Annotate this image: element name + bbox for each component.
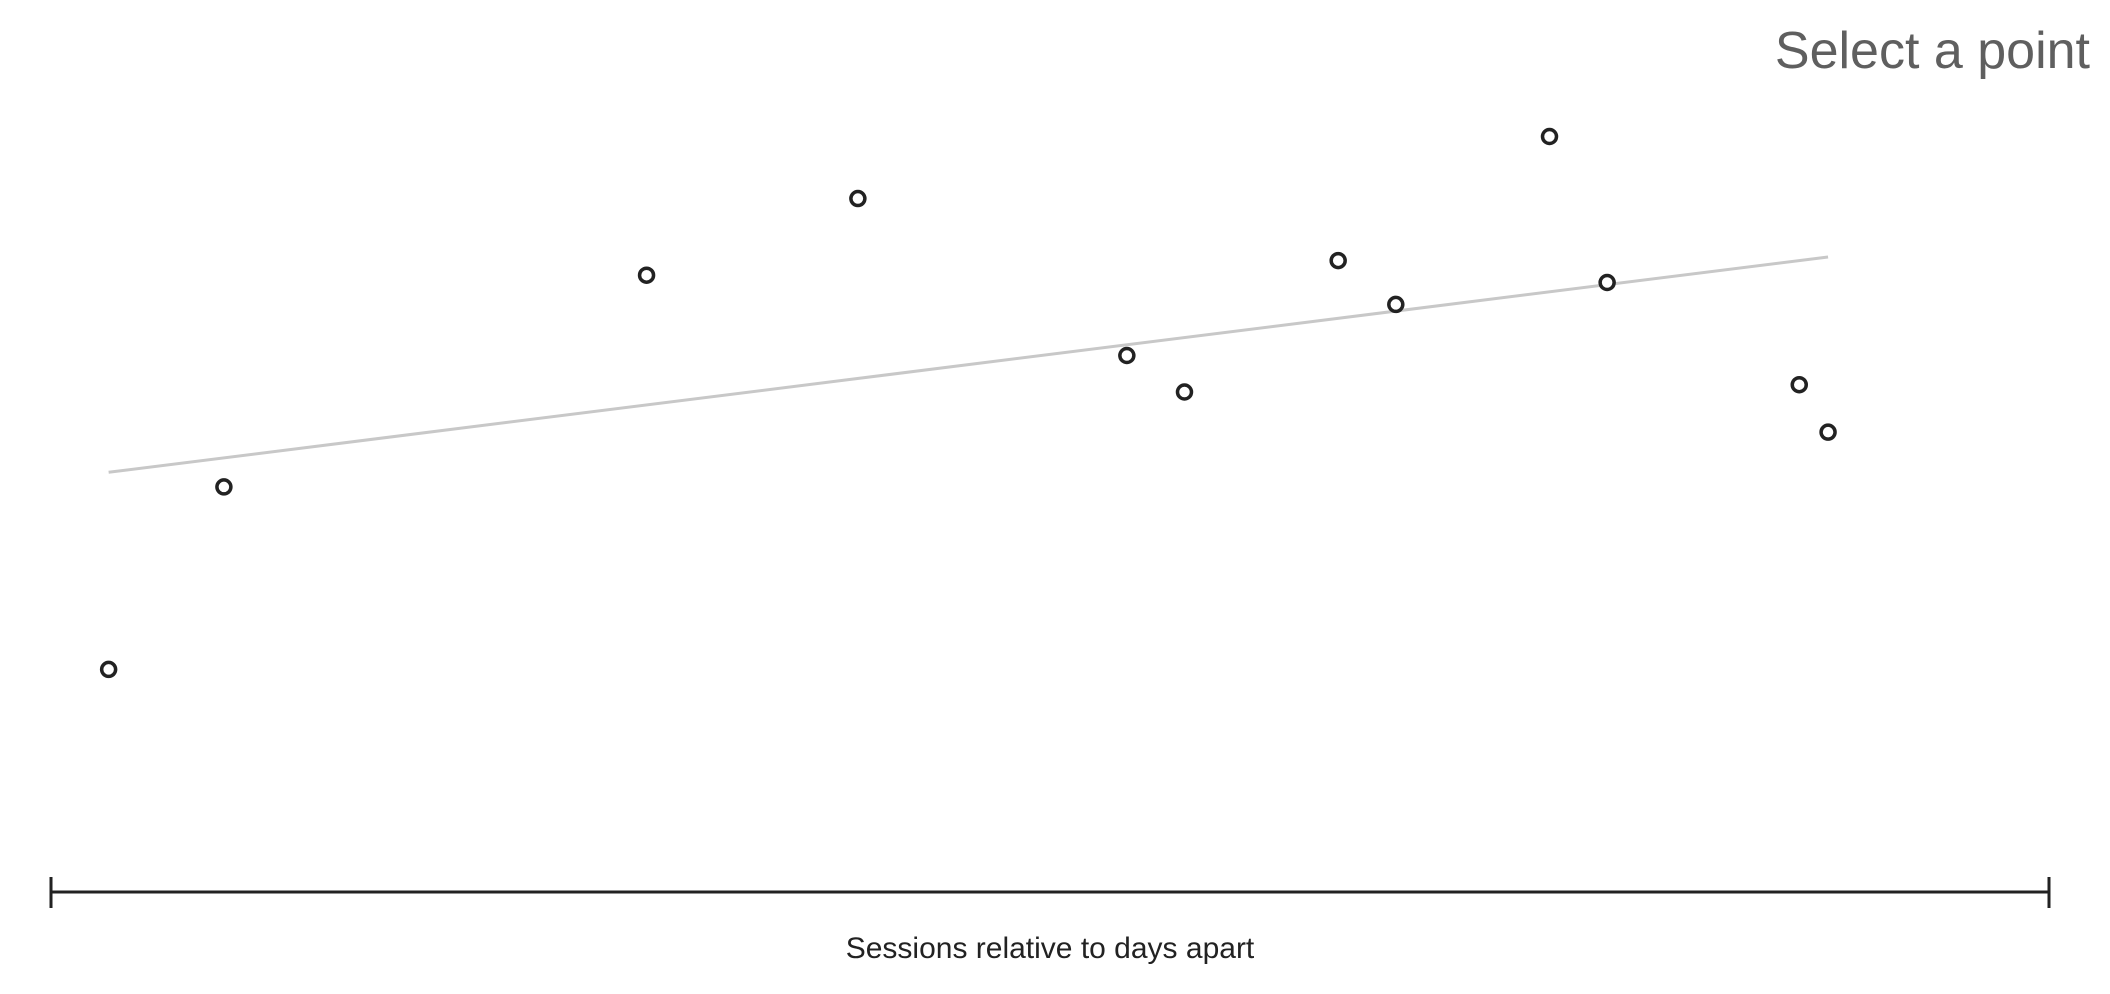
data-point[interactable]	[1387, 295, 1405, 314]
data-point[interactable]	[1540, 127, 1559, 146]
data-point[interactable]	[1175, 383, 1194, 401]
data-point[interactable]	[1598, 273, 1616, 292]
data-point[interactable]	[1329, 251, 1347, 270]
plot-area	[99, 127, 1837, 679]
data-point[interactable]	[1819, 423, 1837, 441]
x-axis-label: Sessions relative to days apart	[846, 932, 1255, 965]
x-axis: Sessions relative to days apart	[49, 877, 2051, 965]
data-point[interactable]	[637, 266, 656, 284]
data-point[interactable]	[99, 660, 118, 679]
data-point[interactable]	[1790, 375, 1808, 394]
select-point-hint: Select a point	[1775, 22, 2091, 80]
data-point[interactable]	[215, 478, 233, 496]
data-point[interactable]	[1118, 346, 1136, 365]
data-point[interactable]	[849, 189, 867, 208]
trend-line	[108, 255, 1829, 474]
